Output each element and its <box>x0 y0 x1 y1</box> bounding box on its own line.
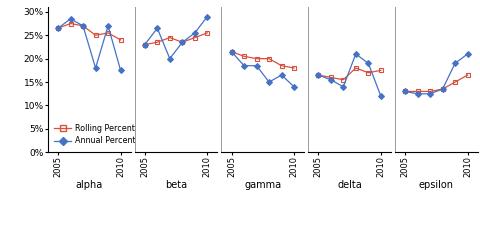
Rolling Percentage <box>365 71 371 74</box>
Rolling Percentage <box>142 43 148 46</box>
Rolling Percentage <box>118 39 123 41</box>
Rolling Percentage <box>192 36 198 39</box>
Annual Percentage <box>427 92 433 95</box>
X-axis label: delta: delta <box>337 180 362 190</box>
Annual Percentage <box>105 25 111 27</box>
Rolling Percentage <box>167 36 173 39</box>
Rolling Percentage <box>328 76 334 79</box>
Line: Annual Percentage: Annual Percentage <box>56 17 123 72</box>
Line: Rolling Percentage: Rolling Percentage <box>316 66 383 82</box>
Annual Percentage <box>328 78 334 81</box>
Annual Percentage <box>167 57 173 60</box>
Rolling Percentage <box>266 57 272 60</box>
Rolling Percentage <box>228 50 234 53</box>
Rolling Percentage <box>253 57 259 60</box>
Annual Percentage <box>93 67 98 69</box>
Annual Percentage <box>253 64 259 67</box>
Rolling Percentage <box>204 31 210 34</box>
Annual Percentage <box>204 15 210 18</box>
Rolling Percentage <box>427 90 433 93</box>
Rolling Percentage <box>93 34 98 37</box>
Annual Percentage <box>365 62 371 65</box>
Rolling Percentage <box>105 31 111 34</box>
Rolling Percentage <box>340 78 346 81</box>
Rolling Percentage <box>279 64 285 67</box>
Rolling Percentage <box>402 90 408 93</box>
Line: Annual Percentage: Annual Percentage <box>316 52 383 98</box>
Legend: Rolling Percentage, Annual Percentage: Rolling Percentage, Annual Percentage <box>54 124 151 145</box>
Annual Percentage <box>68 17 73 20</box>
Rolling Percentage <box>180 41 185 44</box>
Rolling Percentage <box>55 27 61 30</box>
Rolling Percentage <box>452 81 458 84</box>
Line: Rolling Percentage: Rolling Percentage <box>403 73 469 94</box>
X-axis label: gamma: gamma <box>244 180 281 190</box>
Rolling Percentage <box>155 41 160 44</box>
Annual Percentage <box>55 27 61 30</box>
X-axis label: alpha: alpha <box>76 180 103 190</box>
Annual Percentage <box>291 85 297 88</box>
Line: Rolling Percentage: Rolling Percentage <box>56 21 123 42</box>
Annual Percentage <box>155 27 160 30</box>
X-axis label: beta: beta <box>165 180 187 190</box>
Annual Percentage <box>279 74 285 76</box>
Annual Percentage <box>452 62 458 65</box>
Annual Percentage <box>315 74 321 76</box>
Rolling Percentage <box>241 55 247 58</box>
Rolling Percentage <box>315 74 321 76</box>
Annual Percentage <box>192 31 198 34</box>
Annual Percentage <box>241 64 247 67</box>
Rolling Percentage <box>80 25 86 27</box>
Annual Percentage <box>465 53 470 55</box>
Line: Rolling Percentage: Rolling Percentage <box>143 31 209 47</box>
Annual Percentage <box>378 95 384 98</box>
Rolling Percentage <box>378 69 384 72</box>
Annual Percentage <box>353 53 359 55</box>
Rolling Percentage <box>415 90 420 93</box>
Annual Percentage <box>340 85 346 88</box>
Annual Percentage <box>142 43 148 46</box>
Annual Percentage <box>415 92 420 95</box>
Rolling Percentage <box>291 67 297 69</box>
Annual Percentage <box>266 81 272 84</box>
Line: Annual Percentage: Annual Percentage <box>143 15 209 61</box>
Rolling Percentage <box>353 67 359 69</box>
Annual Percentage <box>80 25 86 27</box>
Line: Rolling Percentage: Rolling Percentage <box>229 50 296 70</box>
Rolling Percentage <box>465 74 470 76</box>
X-axis label: epsilon: epsilon <box>419 180 454 190</box>
Rolling Percentage <box>68 22 73 25</box>
Annual Percentage <box>402 90 408 93</box>
Annual Percentage <box>228 50 234 53</box>
Rolling Percentage <box>440 88 445 90</box>
Line: Annual Percentage: Annual Percentage <box>229 50 296 89</box>
Annual Percentage <box>180 41 185 44</box>
Line: Annual Percentage: Annual Percentage <box>403 52 469 96</box>
Annual Percentage <box>118 69 123 72</box>
Annual Percentage <box>440 88 445 90</box>
